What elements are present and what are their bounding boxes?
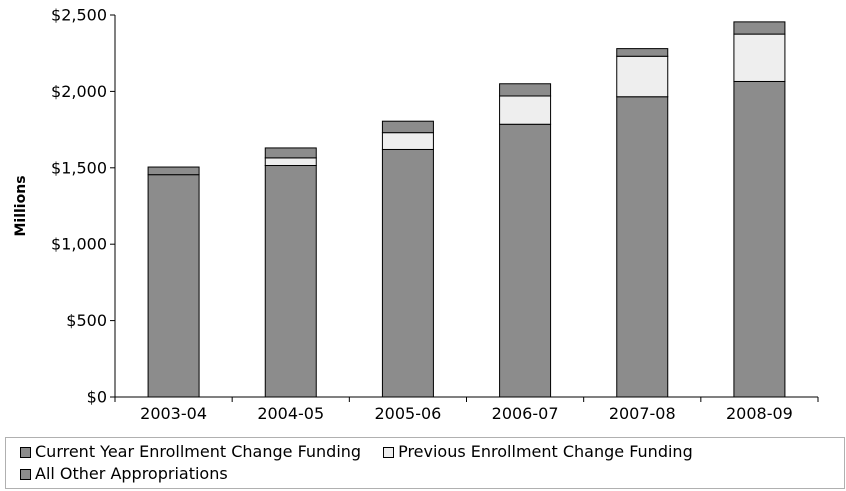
legend-row-1: Current Year Enrollment Change Funding P…: [20, 441, 844, 463]
y-tick-labels: $0 $500 $1,000 $1,500 $2,000 $2,500: [51, 6, 107, 407]
chart: 2003-04 2004-05 2005-06 2006-07 2007-08 2008-…: [13, 6, 819, 423]
legend-item-current-year: Current Year Enrollment Change Funding: [20, 441, 361, 463]
y-tick-label: $2,500: [51, 6, 107, 25]
legend-item-other: All Other Appropriations: [20, 463, 228, 485]
bar-segment-current-year: [381, 120, 434, 134]
y-tick-label: $1,500: [51, 158, 107, 177]
legend-swatch-previous: [383, 446, 395, 458]
y-axis-title: Millions: [13, 175, 29, 236]
axes: [110, 14, 819, 402]
x-tick-label: 2006-07: [492, 404, 559, 423]
bar-segment-current-year: [733, 21, 786, 35]
legend-label-current-year: Current Year Enrollment Change Funding: [35, 442, 362, 461]
y-tick-label: $1,000: [51, 235, 107, 254]
bar-segment-previous: [264, 157, 317, 167]
x-tick-label: 2003-04: [140, 404, 207, 423]
y-tick-label: $0: [87, 388, 107, 407]
y-tick-label: $500: [66, 311, 107, 330]
bar-segment-previous: [616, 55, 669, 98]
bar-segment-previous: [499, 95, 552, 125]
legend-swatch-current-year: [20, 446, 31, 458]
bar-segment-other: [264, 165, 317, 398]
legend-item-previous: Previous Enrollment Change Funding: [383, 441, 693, 463]
bar-segment-previous: [733, 33, 786, 82]
bar-segment-other: [147, 174, 200, 398]
bar-segment-current-year: [147, 166, 200, 176]
bar-segment-current-year: [264, 147, 317, 159]
x-tick-label: 2005-06: [374, 404, 441, 423]
legend-label-previous: Previous Enrollment Change Funding: [398, 442, 693, 461]
bar-segment-current-year: [616, 48, 669, 57]
bars: [147, 21, 786, 398]
bar-segment-current-year: [499, 83, 552, 97]
legend: Current Year Enrollment Change Funding P…: [5, 437, 845, 489]
y-tick-label: $2,000: [51, 82, 107, 101]
bar-segment-other: [733, 80, 786, 398]
x-tick-label: 2007-08: [609, 404, 676, 423]
legend-label-other: All Other Appropriations: [35, 464, 228, 483]
x-tick-label: 2008-09: [726, 404, 793, 423]
bar-segment-other: [616, 96, 669, 398]
legend-row-2: All Other Appropriations: [20, 463, 844, 485]
bar-segment-other: [499, 123, 552, 398]
legend-swatch-other: [20, 468, 31, 480]
bar-segment-previous: [381, 132, 434, 150]
bar-segment-other: [381, 148, 434, 398]
x-tick-labels: 2003-04 2004-05 2005-06 2006-07 2007-08 2008-…: [140, 404, 793, 423]
x-tick-label: 2004-05: [257, 404, 324, 423]
